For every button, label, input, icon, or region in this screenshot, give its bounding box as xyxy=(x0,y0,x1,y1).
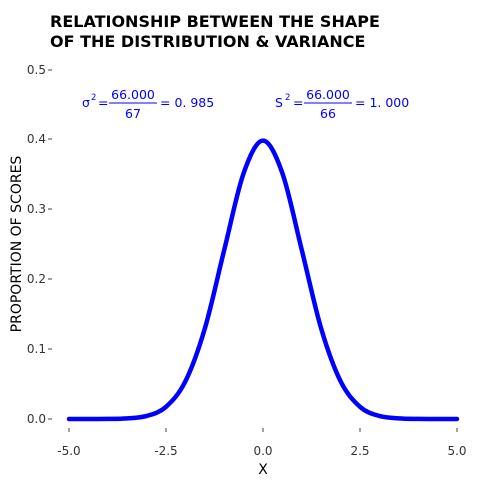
y-tick-label: 0.0 xyxy=(27,412,46,426)
annotation-superscript: 2 xyxy=(91,93,96,103)
annotation-result: = 1. 000 xyxy=(355,95,409,110)
chart-title: RELATIONSHIP BETWEEN THE SHAPE OF THE DI… xyxy=(50,12,380,51)
y-tick-label: 0.3 xyxy=(27,202,46,216)
annotation-denominator: 67 xyxy=(125,106,141,121)
x-tick-label: -2.5 xyxy=(154,444,177,458)
annotation-population-variance: σ 2 = 66.000 67 = 0. 985 xyxy=(82,87,214,121)
series-group xyxy=(66,138,460,422)
series-line xyxy=(66,138,460,422)
annotation-symbol: σ xyxy=(82,95,90,110)
annotation-sample-variance: S 2 = 66.000 66 = 1. 000 xyxy=(275,87,409,121)
x-tick-label: -5.0 xyxy=(57,444,80,458)
x-tick-label: 0.0 xyxy=(253,444,272,458)
annotation-numerator: 66.000 xyxy=(111,87,155,102)
x-axis: -5.0 -2.5 0.0 2.5 5.0 X xyxy=(57,428,467,478)
annotation-symbol: S xyxy=(275,95,283,110)
annotation-equals: = xyxy=(293,95,303,110)
annotation-equals: = xyxy=(98,95,108,110)
y-axis-title: PROPORTION OF SCORES xyxy=(9,156,25,333)
annotation-denominator: 66 xyxy=(320,106,336,121)
y-tick-label: 0.1 xyxy=(27,342,46,356)
x-tick-label: 2.5 xyxy=(350,444,369,458)
annotation-superscript: 2 xyxy=(285,93,290,103)
y-tick-label: 0.5 xyxy=(27,63,46,77)
x-axis-title: X xyxy=(258,462,268,478)
y-tick-marks xyxy=(48,69,52,420)
y-axis: 0.0 0.1 0.2 0.3 0.4 0.5 PROPORTION OF SC… xyxy=(9,63,52,426)
chart-title-line-2: OF THE DISTRIBUTION & VARIANCE xyxy=(50,32,365,51)
chart-title-line-1: RELATIONSHIP BETWEEN THE SHAPE xyxy=(50,12,380,31)
annotation-result: = 0. 985 xyxy=(160,95,214,110)
annotation-numerator: 66.000 xyxy=(306,87,350,102)
x-tick-label: 5.0 xyxy=(447,444,466,458)
x-tick-marks xyxy=(68,428,458,432)
y-tick-label: 0.4 xyxy=(27,132,46,146)
y-tick-label: 0.2 xyxy=(27,272,46,286)
